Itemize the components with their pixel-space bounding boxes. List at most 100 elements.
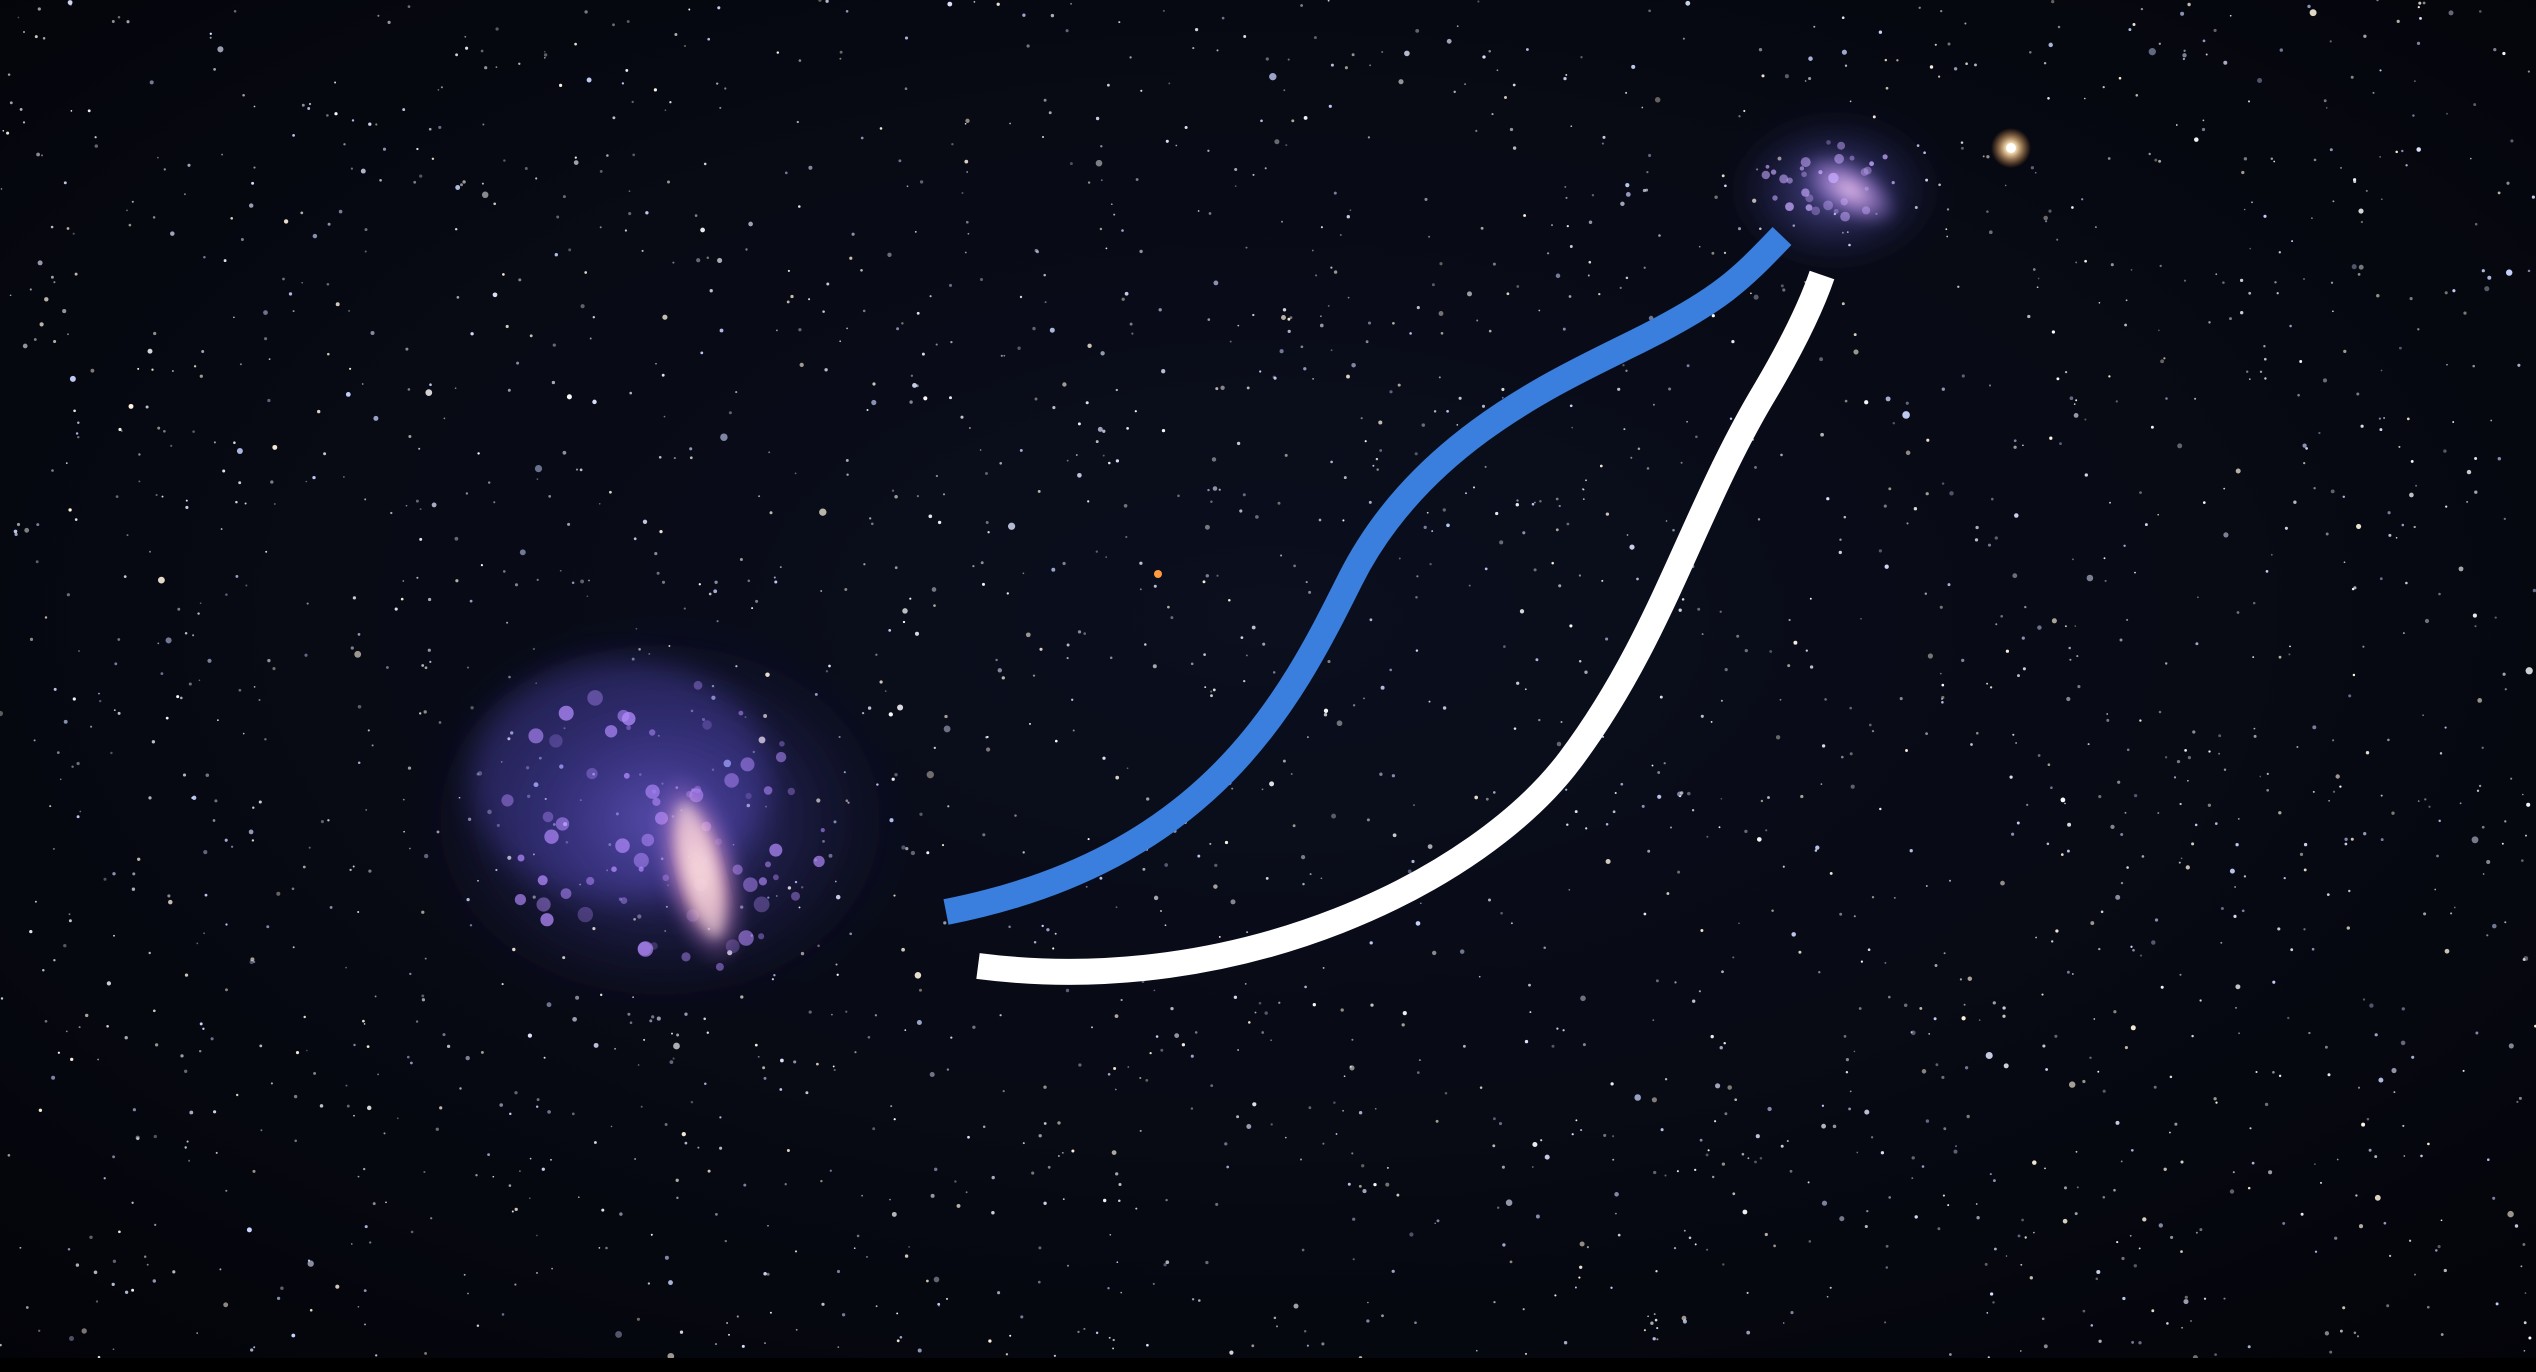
star: [1289, 316, 1293, 319]
star: [74, 518, 78, 521]
star: [1935, 1063, 1939, 1067]
star: [1715, 1083, 1721, 1089]
star: [1884, 564, 1889, 569]
star: [153, 1134, 157, 1139]
star: [1070, 2, 1073, 5]
star: [268, 358, 271, 360]
star: [98, 692, 100, 695]
star: [1631, 64, 1636, 69]
star: [1077, 422, 1081, 426]
star: [1105, 247, 1108, 250]
star: [572, 1016, 577, 1022]
star: [853, 1247, 856, 1250]
star: [2066, 696, 2071, 702]
star: [1787, 664, 1791, 668]
star: [2086, 574, 2094, 582]
star: [713, 589, 718, 594]
star: [6, 131, 10, 135]
star: [2064, 370, 2068, 374]
star: [1960, 146, 1964, 150]
star: [319, 1104, 324, 1108]
star: [1459, 949, 1465, 954]
star: [2424, 798, 2427, 801]
star: [2036, 286, 2039, 289]
star: [1506, 292, 1510, 296]
star: [73, 409, 76, 413]
star: [1569, 245, 1573, 248]
star: [1116, 1261, 1119, 1264]
star: [1224, 1142, 1228, 1146]
star: [2084, 473, 2088, 477]
star: [1032, 326, 1036, 331]
star: [1112, 1347, 1115, 1350]
star: [1515, 503, 1520, 507]
star: [593, 1141, 597, 1144]
star: [2531, 195, 2535, 199]
star: [2339, 166, 2343, 169]
star: [1694, 1168, 1697, 1172]
star: [1207, 149, 1210, 152]
star: [1066, 459, 1069, 462]
star: [1953, 67, 1958, 71]
star: [675, 1178, 679, 1182]
star: [157, 642, 160, 645]
star: [230, 845, 234, 848]
star: [1236, 1115, 1240, 1119]
star: [369, 1241, 372, 1244]
star: [292, 134, 295, 137]
star: [1551, 1044, 1555, 1048]
star: [1058, 1155, 1060, 1157]
star: [1896, 59, 1899, 62]
star: [233, 10, 237, 13]
star: [1724, 1112, 1728, 1116]
star: [1809, 665, 1814, 669]
star: [138, 480, 141, 483]
star: [280, 1286, 284, 1290]
star: [2104, 579, 2107, 582]
star: [1786, 1139, 1789, 1143]
star: [49, 805, 52, 808]
star: [643, 1038, 646, 1041]
star: [2153, 1085, 2157, 1089]
star: [551, 1267, 553, 1270]
star: [2376, 293, 2380, 298]
star: [406, 1055, 410, 1059]
star: [2169, 1075, 2173, 1079]
star: [1824, 698, 1827, 701]
star: [1243, 679, 1246, 683]
star: [1579, 1241, 1585, 1247]
star: [1798, 950, 1802, 954]
star: [154, 1043, 159, 1047]
star: [1423, 525, 1427, 530]
star: [739, 558, 743, 561]
star: [867, 706, 872, 710]
star: [2472, 364, 2475, 368]
star: [926, 1279, 929, 1283]
smc-knot: [1849, 155, 1855, 161]
star: [1529, 1011, 1532, 1014]
star: [402, 798, 405, 801]
star: [947, 1, 953, 7]
star: [2524, 1292, 2527, 1294]
star: [1191, 1298, 1195, 1301]
star: [2329, 1350, 2333, 1354]
star: [33, 739, 36, 742]
star: [980, 561, 984, 565]
star: [965, 118, 970, 123]
star: [460, 183, 463, 187]
star: [357, 1175, 360, 1178]
star: [2422, 1, 2426, 5]
star: [1724, 668, 1728, 672]
star: [69, 1336, 74, 1341]
star: [1647, 849, 1651, 853]
star: [2504, 921, 2507, 924]
star: [374, 995, 377, 998]
star: [514, 583, 519, 587]
star: [1440, 331, 1444, 335]
star: [568, 248, 572, 252]
star: [1234, 167, 1238, 172]
star: [2263, 214, 2267, 218]
lmc-knot: [769, 843, 783, 857]
star: [2181, 1326, 2184, 1329]
lmc-knot: [693, 680, 703, 690]
